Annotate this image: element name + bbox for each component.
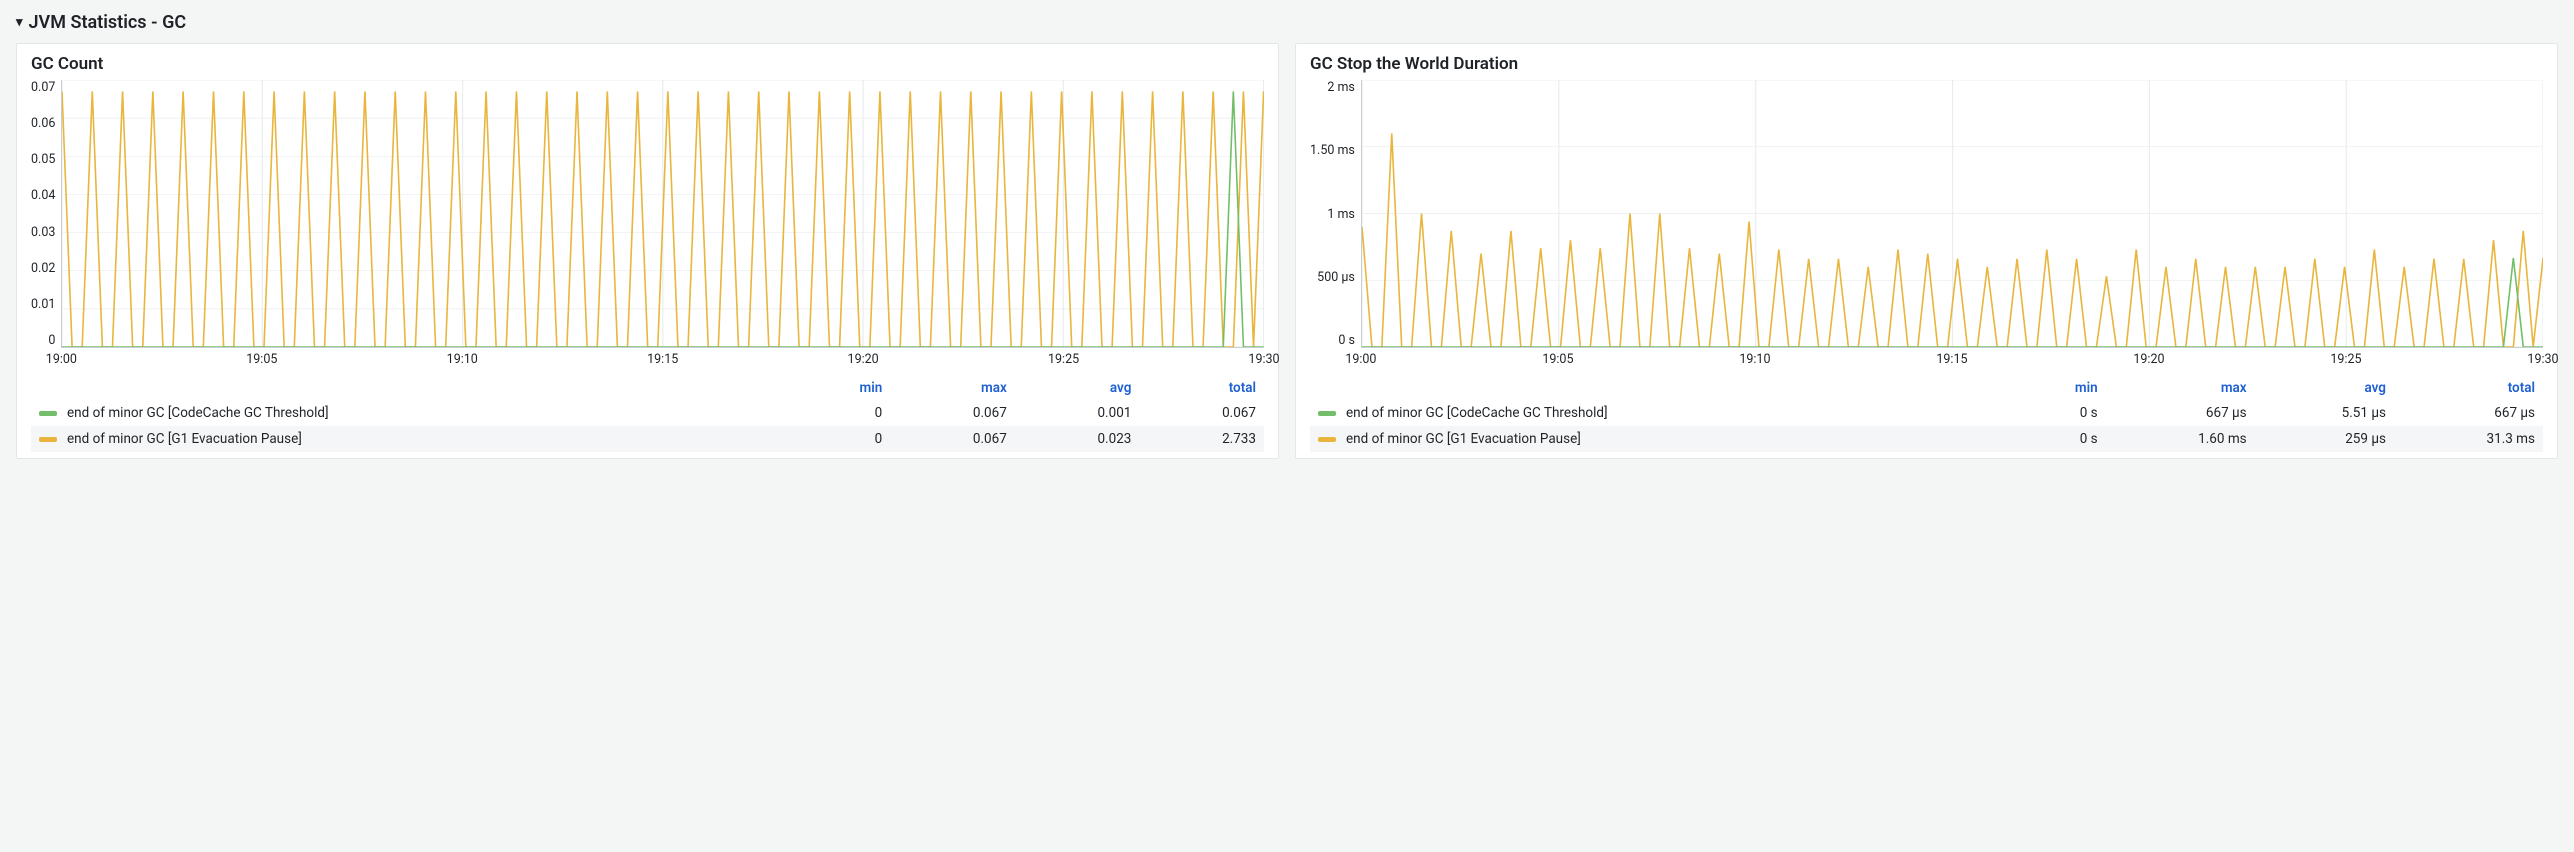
y-tick-label: 1 ms xyxy=(1327,207,1355,222)
y-axis: 2 ms 1.50 ms 1 ms 500 µs 0 s xyxy=(1310,80,1361,348)
legend-value: 0 xyxy=(794,426,891,452)
legend-row[interactable]: end of minor GC [G1 Evacuation Pause] 0 s… xyxy=(1310,426,2543,452)
legend-value: 5.51 µs xyxy=(2255,400,2394,426)
legend-table: min max avg total end of minor GC [CodeC… xyxy=(31,376,1264,452)
panel-title: GC Count xyxy=(31,54,1264,74)
legend-value: 0.067 xyxy=(890,400,1015,426)
x-tick-label: 19:20 xyxy=(2133,352,2164,367)
legend-value: 0.067 xyxy=(1139,400,1264,426)
legend-swatch xyxy=(39,411,57,416)
legend-value: 667 µs xyxy=(2394,400,2543,426)
legend-value: 0.001 xyxy=(1015,400,1140,426)
y-axis: 0.07 0.06 0.05 0.04 0.03 0.02 0.01 0 xyxy=(31,80,61,348)
legend-header-max[interactable]: max xyxy=(890,376,1015,400)
legend-header-avg[interactable]: avg xyxy=(2255,376,2394,400)
y-tick-label: 0.06 xyxy=(31,116,55,131)
legend-label-text: end of minor GC [CodeCache GC Threshold] xyxy=(67,405,329,421)
legend-header-avg[interactable]: avg xyxy=(1015,376,1140,400)
legend-header-max[interactable]: max xyxy=(2106,376,2255,400)
legend-series-name[interactable]: end of minor GC [G1 Evacuation Pause] xyxy=(31,426,794,452)
x-tick-label: 19:10 xyxy=(447,352,478,367)
x-tick-label: 19:25 xyxy=(1048,352,1079,367)
legend-label-text: end of minor GC [CodeCache GC Threshold] xyxy=(1346,405,1608,421)
section-title: JVM Statistics - GC xyxy=(29,12,187,33)
legend-value: 0.023 xyxy=(1015,426,1140,452)
legend-series-name[interactable]: end of minor GC [CodeCache GC Threshold] xyxy=(1310,400,2016,426)
legend-value: 0 s xyxy=(2016,426,2106,452)
x-tick-label: 19:30 xyxy=(2527,352,2558,367)
x-tick-label: 19:20 xyxy=(848,352,879,367)
y-tick-label: 0 s xyxy=(1338,333,1355,348)
y-tick-label: 0 xyxy=(48,333,55,348)
legend-value: 2.733 xyxy=(1139,426,1264,452)
legend-header-row: min max avg total xyxy=(31,376,1264,400)
legend-table: min max avg total end of minor GC [CodeC… xyxy=(1310,376,2543,452)
y-tick-label: 0.05 xyxy=(31,152,55,167)
legend-value: 0.067 xyxy=(890,426,1015,452)
plot[interactable] xyxy=(61,80,1264,348)
legend-series-name[interactable]: end of minor GC [CodeCache GC Threshold] xyxy=(31,400,794,426)
x-tick-label: 19:10 xyxy=(1739,352,1770,367)
legend-header-min[interactable]: min xyxy=(2016,376,2106,400)
x-tick-label: 19:15 xyxy=(647,352,678,367)
panel-gc-stw: GC Stop the World Duration 2 ms 1.50 ms 1 … xyxy=(1295,43,2558,459)
legend-header-name xyxy=(31,376,794,400)
legend-swatch xyxy=(1318,437,1336,442)
x-tick-label: 19:00 xyxy=(1345,352,1376,367)
legend-row[interactable]: end of minor GC [G1 Evacuation Pause]00.… xyxy=(31,426,1264,452)
legend-swatch xyxy=(1318,411,1336,416)
legend-value: 1.60 ms xyxy=(2106,426,2255,452)
legend-label-text: end of minor GC [G1 Evacuation Pause] xyxy=(67,431,302,447)
legend-header-total[interactable]: total xyxy=(2394,376,2543,400)
y-tick-label: 0.04 xyxy=(31,188,55,203)
plot-wrap: 19:0019:0519:1019:1519:2019:2519:30 xyxy=(1361,80,2543,370)
y-tick-label: 0.01 xyxy=(31,297,55,312)
legend-value: 259 µs xyxy=(2255,426,2394,452)
legend-header-row: min max avg total xyxy=(1310,376,2543,400)
chart-area[interactable]: 0.07 0.06 0.05 0.04 0.03 0.02 0.01 0 19:00 19:05… xyxy=(31,80,1264,370)
x-tick-label: 19:05 xyxy=(246,352,277,367)
y-tick-label: 0.03 xyxy=(31,225,55,240)
legend-swatch xyxy=(39,437,57,442)
y-tick-label: 2 ms xyxy=(1327,80,1355,95)
x-tick-label: 19:15 xyxy=(1936,352,1967,367)
legend-series-name[interactable]: end of minor GC [G1 Evacuation Pause] xyxy=(1310,426,2016,452)
y-tick-label: 1.50 ms xyxy=(1310,143,1355,158)
legend-header-name xyxy=(1310,376,2016,400)
legend-value: 31.3 ms xyxy=(2394,426,2543,452)
panel-gc-count: GC Count 0.07 0.06 0.05 0.04 0.03 0.02 0.01 0 1… xyxy=(16,43,1279,459)
x-tick-label: 19:30 xyxy=(1248,352,1279,367)
y-tick-label: 500 µs xyxy=(1317,270,1355,285)
legend-value: 0 xyxy=(794,400,891,426)
x-tick-label: 19:25 xyxy=(2330,352,2361,367)
x-tick-label: 19:00 xyxy=(46,352,77,367)
legend-header-min[interactable]: min xyxy=(794,376,891,400)
plot[interactable] xyxy=(1361,80,2543,348)
x-axis: 19:0019:0519:1019:1519:2019:2519:30 xyxy=(1361,348,2543,370)
x-axis: 19:0019:0519:1019:1519:2019:2519:30 xyxy=(61,348,1264,370)
panel-title: GC Stop the World Duration xyxy=(1310,54,2543,74)
chart-area[interactable]: 2 ms 1.50 ms 1 ms 500 µs 0 s 19:00 19:05 19:10… xyxy=(1310,80,2543,370)
legend-header-total[interactable]: total xyxy=(1139,376,1264,400)
legend-row[interactable]: end of minor GC [CodeCache GC Threshold]… xyxy=(31,400,1264,426)
y-tick-label: 0.07 xyxy=(31,80,55,95)
x-tick-label: 19:05 xyxy=(1542,352,1573,367)
y-tick-label: 0.02 xyxy=(31,261,55,276)
legend-value: 667 µs xyxy=(2106,400,2255,426)
legend-label-text: end of minor GC [G1 Evacuation Pause] xyxy=(1346,431,1581,447)
legend-row[interactable]: end of minor GC [CodeCache GC Threshold]… xyxy=(1310,400,2543,426)
section-header[interactable]: ▾ JVM Statistics - GC xyxy=(16,12,2558,33)
panels-row: GC Count 0.07 0.06 0.05 0.04 0.03 0.02 0.01 0 1… xyxy=(16,43,2558,459)
plot-wrap: 19:0019:0519:1019:1519:2019:2519:30 xyxy=(61,80,1264,370)
chevron-down-icon: ▾ xyxy=(16,15,23,30)
legend-value: 0 s xyxy=(2016,400,2106,426)
